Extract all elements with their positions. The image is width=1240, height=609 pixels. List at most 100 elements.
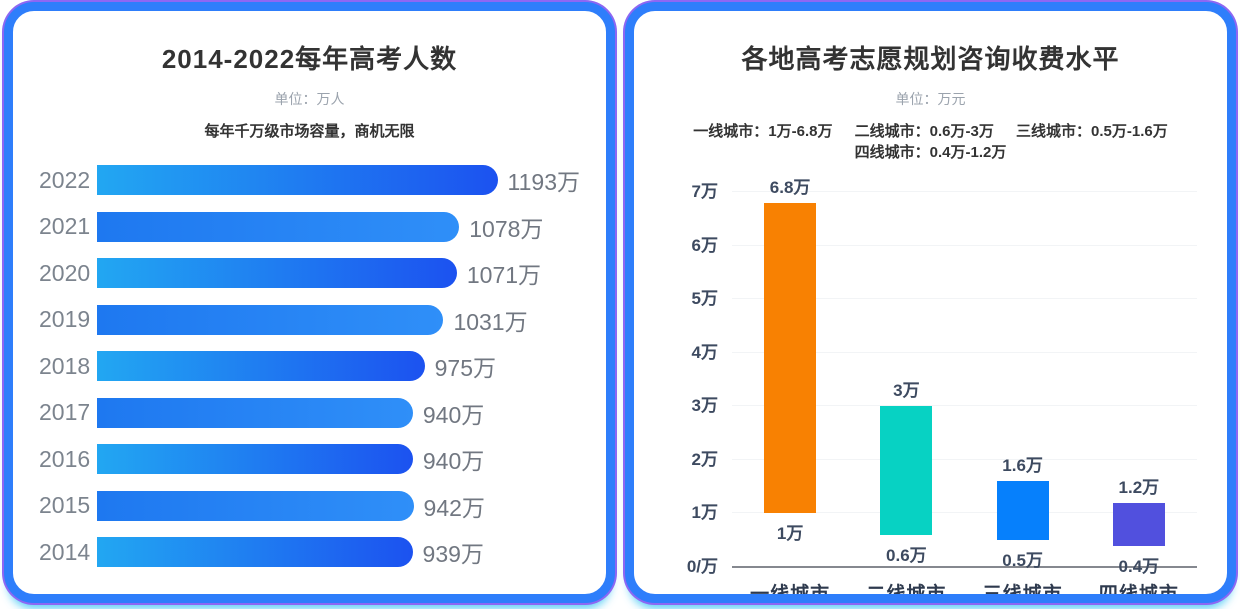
bar-track: 940万 — [97, 396, 580, 430]
y-tick-label: 3万 — [691, 396, 718, 416]
hbar-row: 2022 1193万 — [39, 157, 580, 204]
right-unit-label: 单位：万元 — [895, 91, 966, 107]
hbar-bar — [97, 211, 460, 242]
right-chart-card: 各地高考志愿规划咨询收费水平 单位：万元 一线城市：1万-6.8万 二线城市：0… — [625, 2, 1236, 603]
left-chart-subtitle: 每年千万级市场容量，商机无限 — [204, 123, 415, 140]
hbar-row: 2021 1078万 — [39, 204, 580, 251]
hbar-bar — [97, 258, 457, 289]
year-label: 2021 — [39, 213, 91, 240]
hbar-row: 2020 1071万 — [39, 250, 580, 297]
y-tick-label: 7万 — [691, 182, 718, 201]
hbar-rows: 2022 1193万 2021 1078万 2020 1071万 2019 1031万 2018… — [39, 157, 580, 576]
range-bar — [1112, 502, 1165, 546]
bar-track: 942万 — [97, 489, 580, 523]
value-label: 1193万 — [507, 169, 580, 196]
hbar-row: 2018 975万 — [39, 343, 580, 390]
right-chart-title: 各地高考志愿规划咨询收费水平 — [741, 44, 1120, 74]
value-label: 940万 — [422, 401, 485, 428]
max-value-label: 1.2万 — [1118, 477, 1160, 497]
range-item-tier1: 一线城市：1万-6.8万 — [693, 123, 833, 140]
hbar-row: 2016 940万 — [39, 436, 580, 483]
year-label: 2016 — [39, 445, 91, 472]
gridline — [732, 191, 1197, 192]
y-tick-label: 4万 — [691, 342, 718, 362]
range-item-tier2: 二线城市：0.6万-3万 — [854, 123, 994, 140]
bar-column: 1.2万 0.4万 — [1081, 192, 1197, 576]
min-value-label: 0.4万 — [1118, 556, 1160, 576]
hbar-row: 2014 939万 — [39, 529, 580, 576]
gridline — [732, 244, 1197, 246]
left-chart-card: 2014-2022每年高考人数 单位：万人 每年千万级市场容量，商机无限 202… — [4, 2, 615, 603]
gridline — [732, 405, 1197, 407]
category-label: 一线城市 — [750, 584, 831, 603]
gridline — [732, 298, 1197, 300]
hbar-row: 2015 942万 — [39, 483, 580, 530]
bar-track: 1078万 — [97, 210, 580, 244]
value-label: 940万 — [422, 448, 485, 475]
bar-column: 1.6万 0.5万 — [965, 192, 1081, 570]
bar-track: 1071万 — [97, 256, 580, 290]
hbar-row: 2017 940万 — [39, 390, 580, 437]
min-value-label: 0.6万 — [886, 545, 927, 565]
range-item-tier4: 四线城市：0.4万-1.2万 — [854, 144, 1007, 161]
y-tick-label: 5万 — [691, 289, 718, 309]
gridline — [732, 458, 1197, 460]
hbar-bar — [97, 351, 425, 382]
bar-column: 6.8万 1万 — [732, 178, 848, 567]
value-label: 975万 — [434, 355, 496, 382]
value-label: 939万 — [422, 541, 484, 568]
year-label: 2017 — [39, 399, 91, 426]
gridline — [732, 512, 1197, 514]
year-label: 2014 — [39, 538, 91, 565]
hbar-bar — [97, 304, 444, 335]
bar-track: 1193万 — [97, 163, 580, 197]
value-label: 1078万 — [469, 215, 544, 242]
category-label: 三线城市 — [982, 584, 1063, 603]
bar-track: 1031万 — [97, 303, 580, 337]
year-label: 2018 — [39, 352, 91, 379]
year-label: 2015 — [39, 492, 91, 519]
category-row: 一线城市 二线城市 三线城市 四线城市 — [732, 579, 1197, 603]
y-tick-label: 2万 — [691, 449, 718, 469]
value-label: 1071万 — [466, 262, 542, 289]
value-label: 942万 — [423, 494, 485, 521]
bar-track: 975万 — [97, 349, 580, 383]
hbar-bar — [97, 537, 413, 568]
range-item-tier3: 三线城市：0.5万-1.6万 — [1016, 123, 1168, 140]
year-label: 2020 — [39, 259, 91, 286]
range-bar — [880, 406, 933, 535]
y-tick-label: 0/万 — [686, 557, 718, 576]
max-value-label: 1.6万 — [1002, 456, 1043, 476]
hbar-bar — [97, 397, 413, 428]
year-label: 2019 — [39, 306, 91, 333]
gridline — [732, 351, 1197, 353]
max-value-label: 3万 — [893, 381, 920, 401]
min-value-label: 1万 — [776, 524, 804, 544]
category-label: 二线城市 — [866, 584, 947, 603]
range-bar — [996, 481, 1049, 541]
min-value-label: 0.5万 — [1002, 551, 1043, 571]
x-axis-line — [732, 566, 1197, 568]
bar-column: 3万 0.6万 — [848, 192, 964, 567]
bar-track: 940万 — [97, 442, 580, 476]
hbar-row: 2019 1031万 — [39, 297, 580, 344]
category-label: 四线城市 — [1098, 584, 1179, 603]
plot-area: 6.8万 1万 3万 0.6万 1.6万 0.5万 1.2万 0.4万 — [732, 178, 1197, 576]
left-chart-title: 2014-2022每年高考人数 — [161, 44, 458, 74]
max-value-label: 6.8万 — [769, 177, 811, 197]
bar-track: 939万 — [97, 535, 580, 569]
y-tick-label: 6万 — [691, 235, 718, 255]
hbar-bar — [97, 490, 414, 521]
year-label: 2022 — [39, 166, 91, 193]
hbar-bar — [97, 444, 413, 475]
hbar-bar — [97, 165, 498, 196]
y-tick-label: 1万 — [691, 503, 718, 523]
left-unit-label: 单位：万人 — [274, 91, 345, 107]
y-axis: 7万 6万 5万 4万 3万 2万 1万 0/万 — [670, 182, 720, 576]
columns: 6.8万 1万 3万 0.6万 1.6万 0.5万 1.2万 0.4万 — [732, 178, 1197, 576]
value-label: 1031万 — [453, 308, 528, 335]
right-ranges-line: 一线城市：1万-6.8万 二线城市：0.6万-3万 三线城市：0.5万-1.6万… — [660, 120, 1201, 162]
range-bar — [764, 202, 817, 514]
range-column-chart: 7万 6万 5万 4万 3万 2万 1万 0/万 6.8万 1万 3万 0.6万 1.6万 0.5万 1.… — [670, 178, 1197, 594]
